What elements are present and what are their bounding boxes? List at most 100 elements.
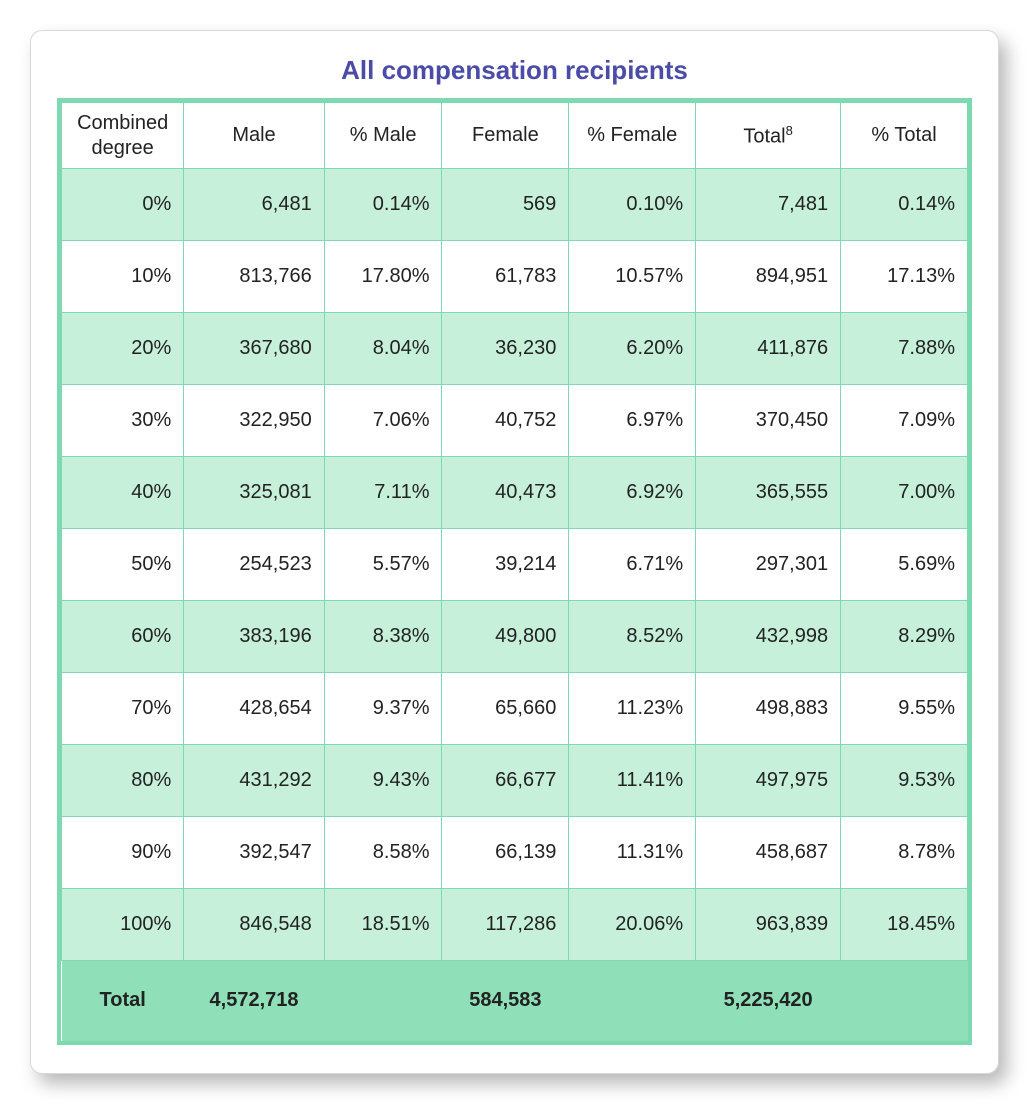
column-header-label: Female [472, 124, 539, 146]
table-footer: Total 4,572,718 584,583 5,225,420 [62, 961, 968, 1041]
table-head: Combined degree Male % Male Female % Female To… [62, 103, 968, 169]
table-cell: 383,196 [184, 601, 324, 673]
table-cell: 65,660 [442, 673, 569, 745]
table-cell: 7.09% [841, 385, 968, 457]
compensation-table: Combined degree Male % Male Female % Female To… [61, 102, 968, 1041]
table-cell: 7.06% [324, 385, 442, 457]
table-cell: 7.00% [841, 457, 968, 529]
table-row: 90%392,5478.58%66,13911.31%458,6878.78% [62, 817, 968, 889]
column-header: Total8 [696, 103, 841, 169]
table-cell: 9.53% [841, 745, 968, 817]
table-cell: 70% [62, 673, 184, 745]
table-cell: 6,481 [184, 169, 324, 241]
table-row: 70%428,6549.37%65,66011.23%498,8839.55% [62, 673, 968, 745]
footer-female-total: 584,583 [442, 961, 569, 1041]
table-cell: 458,687 [696, 817, 841, 889]
table-cell: 40% [62, 457, 184, 529]
table-cell: 50% [62, 529, 184, 601]
table-cell: 365,555 [696, 457, 841, 529]
column-header-label: % Male [350, 124, 417, 146]
table-cell: 5.69% [841, 529, 968, 601]
table-row: 10%813,76617.80%61,78310.57%894,95117.13… [62, 241, 968, 313]
table-cell: 411,876 [696, 313, 841, 385]
table-cell: 894,951 [696, 241, 841, 313]
table-cell: 8.04% [324, 313, 442, 385]
table-row: 80%431,2929.43%66,67711.41%497,9759.53% [62, 745, 968, 817]
table-cell: 8.58% [324, 817, 442, 889]
column-header: Combined degree [62, 103, 184, 169]
table-cell: 7,481 [696, 169, 841, 241]
table-cell: 11.31% [569, 817, 696, 889]
table-cell: 17.13% [841, 241, 968, 313]
footer-row: Total 4,572,718 584,583 5,225,420 [62, 961, 968, 1041]
table-row: 0%6,4810.14%5690.10%7,4810.14% [62, 169, 968, 241]
table-cell: 325,081 [184, 457, 324, 529]
table-cell: 5.57% [324, 529, 442, 601]
table-cell: 117,286 [442, 889, 569, 961]
footer-blank-1 [324, 961, 442, 1041]
table-cell: 6.97% [569, 385, 696, 457]
table-cell: 846,548 [184, 889, 324, 961]
table-cell: 9.55% [841, 673, 968, 745]
column-header: % Total [841, 103, 968, 169]
table-cell: 61,783 [442, 241, 569, 313]
footer-blank-2 [569, 961, 696, 1041]
table-cell: 49,800 [442, 601, 569, 673]
footer-grand-total: 5,225,420 [696, 961, 841, 1041]
column-header-label: % Female [587, 124, 677, 146]
table-body: 0%6,4810.14%5690.10%7,4810.14%10%813,766… [62, 169, 968, 961]
table-cell: 18.51% [324, 889, 442, 961]
table-cell: 7.11% [324, 457, 442, 529]
column-header-label: Combined [77, 112, 168, 134]
table-cell: 0.14% [324, 169, 442, 241]
table-cell: 322,950 [184, 385, 324, 457]
footer-blank-3 [841, 961, 968, 1041]
table-cell: 428,654 [184, 673, 324, 745]
footer-male-total: 4,572,718 [184, 961, 324, 1041]
table-cell: 11.41% [569, 745, 696, 817]
table-cell: 17.80% [324, 241, 442, 313]
footer-label: Total [62, 961, 184, 1041]
column-header: % Male [324, 103, 442, 169]
table-cell: 36,230 [442, 313, 569, 385]
table-cell: 11.23% [569, 673, 696, 745]
table-cell: 39,214 [442, 529, 569, 601]
table-cell: 432,998 [696, 601, 841, 673]
table-cell: 40,473 [442, 457, 569, 529]
table-cell: 30% [62, 385, 184, 457]
table-cell: 8.78% [841, 817, 968, 889]
table-row: 40%325,0817.11%40,4736.92%365,5557.00% [62, 457, 968, 529]
table-cell: 10.57% [569, 241, 696, 313]
table-row: 50%254,5235.57%39,2146.71%297,3015.69% [62, 529, 968, 601]
table-cell: 66,139 [442, 817, 569, 889]
table-cell: 8.38% [324, 601, 442, 673]
table-cell: 569 [442, 169, 569, 241]
column-header-label-2: degree [92, 137, 154, 159]
table-cell: 10% [62, 241, 184, 313]
column-header: % Female [569, 103, 696, 169]
table-cell: 40,752 [442, 385, 569, 457]
table-cell: 963,839 [696, 889, 841, 961]
table-cell: 8.52% [569, 601, 696, 673]
table-cell: 0.14% [841, 169, 968, 241]
table-cell: 80% [62, 745, 184, 817]
table-row: 100%846,54818.51%117,28620.06%963,83918.… [62, 889, 968, 961]
column-header-label: % Total [871, 124, 936, 146]
table-row: 20%367,6808.04%36,2306.20%411,8767.88% [62, 313, 968, 385]
table-cell: 0% [62, 169, 184, 241]
table-cell: 6.92% [569, 457, 696, 529]
table-cell: 0.10% [569, 169, 696, 241]
table-cell: 431,292 [184, 745, 324, 817]
table-cell: 254,523 [184, 529, 324, 601]
table-cell: 370,450 [696, 385, 841, 457]
header-row: Combined degree Male % Male Female % Female To… [62, 103, 968, 169]
column-header-label: Total [743, 125, 785, 147]
table-cell: 6.20% [569, 313, 696, 385]
table-cell: 9.37% [324, 673, 442, 745]
table-cell: 60% [62, 601, 184, 673]
table-cell: 813,766 [184, 241, 324, 313]
column-header: Male [184, 103, 324, 169]
table-cell: 18.45% [841, 889, 968, 961]
table-row: 30%322,9507.06%40,7526.97%370,4507.09% [62, 385, 968, 457]
table-cell: 90% [62, 817, 184, 889]
